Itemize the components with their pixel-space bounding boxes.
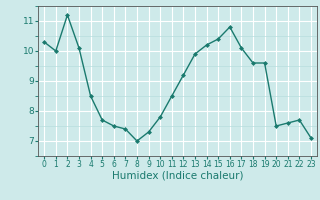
X-axis label: Humidex (Indice chaleur): Humidex (Indice chaleur) (112, 171, 243, 181)
